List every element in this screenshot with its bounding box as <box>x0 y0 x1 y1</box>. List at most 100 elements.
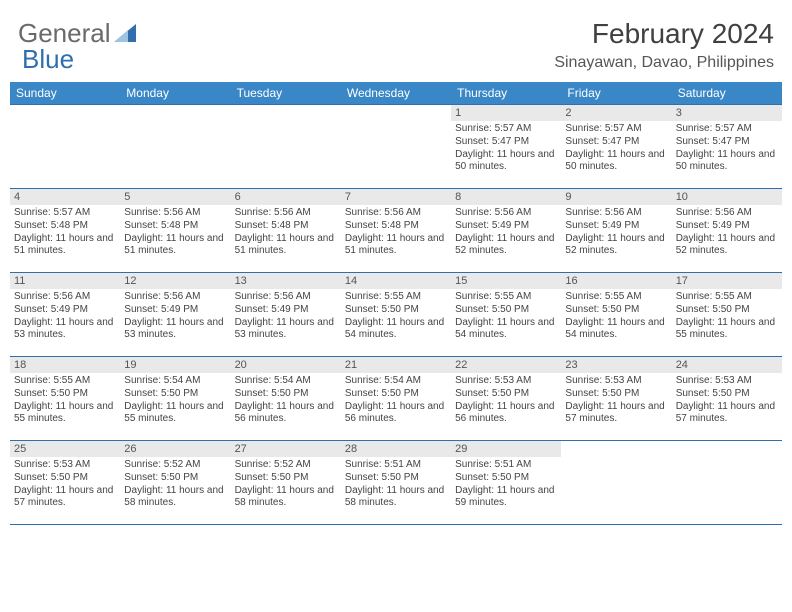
calendar-day-cell: 12Sunrise: 5:56 AMSunset: 5:49 PMDayligh… <box>120 273 230 357</box>
weekday-header: Wednesday <box>341 82 451 105</box>
day-details: Sunrise: 5:53 AMSunset: 5:50 PMDaylight:… <box>672 373 782 430</box>
calendar-row: 11Sunrise: 5:56 AMSunset: 5:49 PMDayligh… <box>10 273 782 357</box>
brand-triangle-icon <box>114 18 136 49</box>
day-number: 28 <box>341 441 451 457</box>
day-number: 25 <box>10 441 120 457</box>
calendar-day-cell: 17Sunrise: 5:55 AMSunset: 5:50 PMDayligh… <box>672 273 782 357</box>
calendar-day-cell: 6Sunrise: 5:56 AMSunset: 5:48 PMDaylight… <box>231 189 341 273</box>
day-number: 12 <box>120 273 230 289</box>
day-details: Sunrise: 5:56 AMSunset: 5:49 PMDaylight:… <box>231 289 341 346</box>
day-number: 22 <box>451 357 561 373</box>
month-title: February 2024 <box>554 18 774 50</box>
day-number: 1 <box>451 105 561 121</box>
day-details: Sunrise: 5:55 AMSunset: 5:50 PMDaylight:… <box>341 289 451 346</box>
calendar-day-cell: 27Sunrise: 5:52 AMSunset: 5:50 PMDayligh… <box>231 441 341 525</box>
day-details: Sunrise: 5:52 AMSunset: 5:50 PMDaylight:… <box>120 457 230 514</box>
day-details: Sunrise: 5:56 AMSunset: 5:48 PMDaylight:… <box>120 205 230 262</box>
calendar-day-cell: 28Sunrise: 5:51 AMSunset: 5:50 PMDayligh… <box>341 441 451 525</box>
day-number: 11 <box>10 273 120 289</box>
calendar-day-cell: 10Sunrise: 5:56 AMSunset: 5:49 PMDayligh… <box>672 189 782 273</box>
calendar-day-cell: 22Sunrise: 5:53 AMSunset: 5:50 PMDayligh… <box>451 357 561 441</box>
day-number: 7 <box>341 189 451 205</box>
day-details: Sunrise: 5:55 AMSunset: 5:50 PMDaylight:… <box>672 289 782 346</box>
calendar-day-cell: 26Sunrise: 5:52 AMSunset: 5:50 PMDayligh… <box>120 441 230 525</box>
weekday-header: Saturday <box>672 82 782 105</box>
day-number: 6 <box>231 189 341 205</box>
header: General February 2024 Sinayawan, Davao, … <box>0 0 792 76</box>
day-number: 18 <box>10 357 120 373</box>
calendar-day-cell: 9Sunrise: 5:56 AMSunset: 5:49 PMDaylight… <box>561 189 671 273</box>
day-details: Sunrise: 5:57 AMSunset: 5:47 PMDaylight:… <box>451 121 561 178</box>
calendar-day-cell: 5Sunrise: 5:56 AMSunset: 5:48 PMDaylight… <box>120 189 230 273</box>
day-number: 23 <box>561 357 671 373</box>
calendar-day-cell: 8Sunrise: 5:56 AMSunset: 5:49 PMDaylight… <box>451 189 561 273</box>
brand-blue-text: Blue <box>22 44 74 75</box>
calendar-empty-cell <box>231 105 341 189</box>
day-details: Sunrise: 5:53 AMSunset: 5:50 PMDaylight:… <box>10 457 120 514</box>
day-number: 21 <box>341 357 451 373</box>
day-number: 24 <box>672 357 782 373</box>
weekday-header: Monday <box>120 82 230 105</box>
calendar-empty-cell <box>10 105 120 189</box>
calendar-day-cell: 29Sunrise: 5:51 AMSunset: 5:50 PMDayligh… <box>451 441 561 525</box>
calendar-day-cell: 13Sunrise: 5:56 AMSunset: 5:49 PMDayligh… <box>231 273 341 357</box>
day-details: Sunrise: 5:52 AMSunset: 5:50 PMDaylight:… <box>231 457 341 514</box>
calendar-body: 1Sunrise: 5:57 AMSunset: 5:47 PMDaylight… <box>10 105 782 525</box>
calendar-row: 18Sunrise: 5:55 AMSunset: 5:50 PMDayligh… <box>10 357 782 441</box>
day-details: Sunrise: 5:56 AMSunset: 5:48 PMDaylight:… <box>231 205 341 262</box>
day-details: Sunrise: 5:56 AMSunset: 5:49 PMDaylight:… <box>451 205 561 262</box>
calendar-day-cell: 19Sunrise: 5:54 AMSunset: 5:50 PMDayligh… <box>120 357 230 441</box>
calendar-day-cell: 18Sunrise: 5:55 AMSunset: 5:50 PMDayligh… <box>10 357 120 441</box>
day-number: 29 <box>451 441 561 457</box>
weekday-header: Tuesday <box>231 82 341 105</box>
day-details: Sunrise: 5:55 AMSunset: 5:50 PMDaylight:… <box>10 373 120 430</box>
day-details: Sunrise: 5:54 AMSunset: 5:50 PMDaylight:… <box>120 373 230 430</box>
day-number: 8 <box>451 189 561 205</box>
weekday-header: Sunday <box>10 82 120 105</box>
day-details: Sunrise: 5:56 AMSunset: 5:49 PMDaylight:… <box>120 289 230 346</box>
day-details: Sunrise: 5:54 AMSunset: 5:50 PMDaylight:… <box>341 373 451 430</box>
day-number: 17 <box>672 273 782 289</box>
day-details: Sunrise: 5:56 AMSunset: 5:49 PMDaylight:… <box>10 289 120 346</box>
calendar-day-cell: 11Sunrise: 5:56 AMSunset: 5:49 PMDayligh… <box>10 273 120 357</box>
calendar-day-cell: 25Sunrise: 5:53 AMSunset: 5:50 PMDayligh… <box>10 441 120 525</box>
day-details: Sunrise: 5:54 AMSunset: 5:50 PMDaylight:… <box>231 373 341 430</box>
calendar-day-cell: 7Sunrise: 5:56 AMSunset: 5:48 PMDaylight… <box>341 189 451 273</box>
day-number: 13 <box>231 273 341 289</box>
calendar-header-row: SundayMondayTuesdayWednesdayThursdayFrid… <box>10 82 782 105</box>
calendar-day-cell: 3Sunrise: 5:57 AMSunset: 5:47 PMDaylight… <box>672 105 782 189</box>
day-details: Sunrise: 5:51 AMSunset: 5:50 PMDaylight:… <box>451 457 561 514</box>
calendar-day-cell: 2Sunrise: 5:57 AMSunset: 5:47 PMDaylight… <box>561 105 671 189</box>
calendar-day-cell: 14Sunrise: 5:55 AMSunset: 5:50 PMDayligh… <box>341 273 451 357</box>
day-number: 5 <box>120 189 230 205</box>
calendar-empty-cell <box>672 441 782 525</box>
calendar-table: SundayMondayTuesdayWednesdayThursdayFrid… <box>10 82 782 525</box>
day-number: 15 <box>451 273 561 289</box>
day-details: Sunrise: 5:56 AMSunset: 5:49 PMDaylight:… <box>672 205 782 262</box>
day-details: Sunrise: 5:57 AMSunset: 5:47 PMDaylight:… <box>561 121 671 178</box>
calendar-empty-cell <box>561 441 671 525</box>
calendar-row: 25Sunrise: 5:53 AMSunset: 5:50 PMDayligh… <box>10 441 782 525</box>
day-details: Sunrise: 5:56 AMSunset: 5:48 PMDaylight:… <box>341 205 451 262</box>
location-text: Sinayawan, Davao, Philippines <box>554 54 774 72</box>
day-number: 20 <box>231 357 341 373</box>
day-number: 19 <box>120 357 230 373</box>
day-details: Sunrise: 5:55 AMSunset: 5:50 PMDaylight:… <box>561 289 671 346</box>
weekday-header: Friday <box>561 82 671 105</box>
calendar-day-cell: 21Sunrise: 5:54 AMSunset: 5:50 PMDayligh… <box>341 357 451 441</box>
day-details: Sunrise: 5:53 AMSunset: 5:50 PMDaylight:… <box>451 373 561 430</box>
day-number: 2 <box>561 105 671 121</box>
calendar-day-cell: 4Sunrise: 5:57 AMSunset: 5:48 PMDaylight… <box>10 189 120 273</box>
calendar-day-cell: 24Sunrise: 5:53 AMSunset: 5:50 PMDayligh… <box>672 357 782 441</box>
day-details: Sunrise: 5:57 AMSunset: 5:47 PMDaylight:… <box>672 121 782 178</box>
calendar-empty-cell <box>120 105 230 189</box>
day-number: 27 <box>231 441 341 457</box>
day-details: Sunrise: 5:53 AMSunset: 5:50 PMDaylight:… <box>561 373 671 430</box>
day-number: 14 <box>341 273 451 289</box>
day-number: 16 <box>561 273 671 289</box>
day-details: Sunrise: 5:57 AMSunset: 5:48 PMDaylight:… <box>10 205 120 262</box>
day-number: 3 <box>672 105 782 121</box>
day-number: 4 <box>10 189 120 205</box>
calendar-day-cell: 23Sunrise: 5:53 AMSunset: 5:50 PMDayligh… <box>561 357 671 441</box>
day-details: Sunrise: 5:55 AMSunset: 5:50 PMDaylight:… <box>451 289 561 346</box>
